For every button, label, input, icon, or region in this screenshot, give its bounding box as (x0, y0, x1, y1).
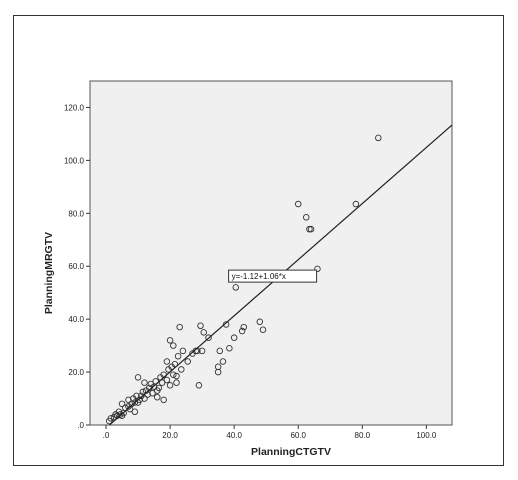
data-point (178, 366, 185, 373)
fit-equation-box: y=-1.12+1.06*x (228, 269, 318, 283)
data-point (118, 400, 126, 408)
data-point (170, 342, 177, 349)
data-point (179, 347, 187, 355)
data-point (219, 358, 227, 365)
data-point (154, 393, 161, 401)
x-tick-label: 80.0 (355, 431, 371, 440)
data-point (302, 214, 310, 221)
data-point (240, 323, 248, 331)
plot-area (89, 80, 453, 426)
data-point (166, 382, 174, 389)
data-point (117, 411, 124, 418)
data-point (176, 323, 183, 331)
y-tick-label: 40.0 (68, 315, 84, 324)
data-point (149, 389, 156, 397)
data-point (232, 284, 240, 291)
y-axis-title: PlanningMRGTV (43, 232, 55, 314)
x-tick-label: 60.0 (290, 431, 306, 440)
data-point (173, 372, 180, 380)
data-point (230, 334, 238, 341)
data-point (375, 134, 382, 142)
data-point (131, 399, 139, 406)
data-point (160, 396, 167, 404)
y-tick-label: 80.0 (68, 209, 84, 218)
fit-equation-label: y=-1.12+1.06*x (232, 272, 286, 281)
data-point (195, 382, 203, 389)
data-point (197, 322, 204, 330)
data-point (134, 374, 142, 381)
y-tick-label: 120.0 (64, 103, 85, 112)
data-point (139, 388, 147, 396)
data-point (205, 334, 212, 341)
data-point (314, 265, 321, 273)
x-tick-label: .0 (103, 431, 110, 440)
data-point (238, 327, 246, 335)
data-point (141, 379, 148, 386)
data-point (133, 392, 140, 400)
data-point (163, 376, 171, 384)
y-tick-label: 20.0 (68, 368, 84, 377)
data-point (136, 396, 143, 404)
y-tick-label: .0 (77, 421, 84, 430)
data-point (200, 329, 207, 336)
x-tick-label: 100.0 (416, 431, 437, 440)
data-point (107, 415, 115, 422)
x-axis: .0 20.0 40.0 60.0 80.0 100.0 (103, 425, 437, 440)
y-tick-label: 60.0 (68, 262, 84, 271)
data-point (198, 347, 206, 355)
data-point (226, 345, 233, 352)
data-point (294, 200, 302, 208)
data-point (170, 371, 177, 378)
data-points (105, 134, 382, 425)
data-point (259, 326, 267, 333)
data-point (174, 352, 182, 360)
x-tick-label: 40.0 (226, 431, 242, 440)
y-tick-label: 100.0 (64, 156, 85, 165)
data-point (125, 396, 132, 404)
data-point (173, 379, 180, 386)
data-point (155, 384, 163, 392)
x-axis-title: PlanningCTGTV (251, 446, 331, 458)
data-point (307, 225, 315, 233)
data-point (216, 347, 223, 355)
y-axis: .0 20.0 40.0 60.0 80.0 100.0 120.0 (64, 103, 90, 430)
data-point (214, 363, 222, 371)
data-point (256, 318, 264, 326)
fit-equation-frame (228, 269, 318, 283)
x-tick-label: 20.0 (162, 431, 178, 440)
data-point (166, 337, 174, 344)
data-point (158, 379, 166, 386)
data-point (163, 358, 171, 365)
data-point (184, 358, 191, 365)
data-point (352, 200, 360, 208)
data-point (141, 395, 148, 402)
data-point (131, 408, 139, 416)
